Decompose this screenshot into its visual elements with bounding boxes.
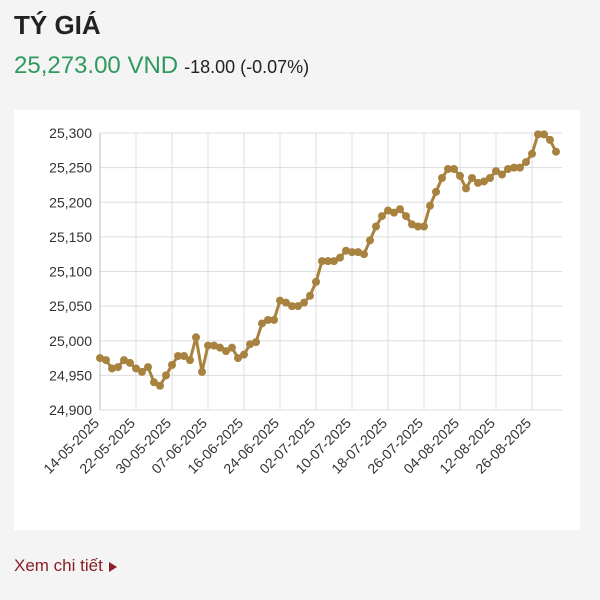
data-point <box>546 135 554 144</box>
data-point <box>360 250 368 259</box>
data-point <box>414 222 422 231</box>
y-tick-label: 25,000 <box>49 333 92 349</box>
data-point <box>330 257 338 266</box>
price: 25,273.00 VND <box>14 52 179 79</box>
data-point <box>534 130 542 139</box>
data-point <box>492 167 500 176</box>
data-point <box>246 340 254 349</box>
data-point <box>264 315 272 324</box>
data-point <box>156 381 164 390</box>
arrow-icon <box>108 561 117 572</box>
details-link-text[interactable]: Xem chi tiết <box>14 556 103 575</box>
data-point <box>300 298 308 307</box>
y-tick-label: 25,050 <box>49 298 92 314</box>
title: TÝ GIÁ <box>14 10 101 40</box>
y-tick-label: 25,200 <box>49 194 92 210</box>
data-point <box>306 291 314 300</box>
data-point <box>402 212 410 221</box>
y-tick-label: 24,900 <box>49 402 92 418</box>
data-point <box>222 347 230 356</box>
data-point <box>378 212 386 221</box>
y-tick-label: 25,300 <box>49 125 92 141</box>
data-point <box>318 257 326 266</box>
data-point <box>342 246 350 255</box>
y-tick-label: 25,100 <box>49 264 92 280</box>
data-point <box>504 165 512 174</box>
data-point <box>210 341 218 350</box>
data-point <box>552 147 560 156</box>
data-point <box>102 356 110 365</box>
data-point <box>480 177 488 186</box>
data-point <box>228 343 236 352</box>
data-point <box>528 149 536 158</box>
data-point <box>408 220 416 229</box>
data-point <box>336 253 344 262</box>
data-point <box>162 371 170 380</box>
data-point <box>180 351 188 360</box>
data-point <box>192 333 200 342</box>
data-point <box>108 364 116 373</box>
data-point <box>462 184 470 193</box>
data-point <box>198 367 206 376</box>
data-point <box>420 222 428 231</box>
data-point <box>468 174 476 183</box>
data-point <box>252 338 260 347</box>
data-point <box>486 174 494 183</box>
data-point <box>186 356 194 365</box>
data-point <box>498 170 506 179</box>
data-point <box>126 358 134 367</box>
change: -18.00 (-0.07%) <box>184 57 310 77</box>
data-point <box>540 130 548 139</box>
data-point <box>294 302 302 311</box>
data-point <box>276 296 284 305</box>
data-point <box>438 174 446 183</box>
data-point <box>432 187 440 196</box>
data-point <box>204 341 212 350</box>
data-point <box>372 222 380 231</box>
y-tick-label: 24,950 <box>49 367 92 383</box>
data-point <box>426 201 434 210</box>
data-point <box>384 206 392 215</box>
data-point <box>132 364 140 373</box>
data-point <box>354 248 362 257</box>
data-point <box>216 343 224 352</box>
price-box: 25,273.00 VND -18.00 (-0.07%) <box>14 52 309 80</box>
data-point <box>144 363 152 372</box>
data-point <box>282 298 290 307</box>
data-point <box>120 356 128 365</box>
data-point <box>270 315 278 324</box>
data-point <box>174 351 182 360</box>
data-point <box>96 354 104 363</box>
data-point <box>474 178 482 187</box>
data-point <box>366 236 374 245</box>
data-point <box>114 363 122 372</box>
y-tick-label: 25,250 <box>49 160 92 176</box>
data-point <box>168 360 176 369</box>
data-point <box>450 165 458 174</box>
data-point <box>288 302 296 311</box>
details-link[interactable]: Xem chi tiết <box>14 556 118 576</box>
data-point <box>456 171 464 180</box>
data-point <box>516 163 524 172</box>
data-point <box>240 350 248 359</box>
data-point <box>444 165 452 174</box>
data-point <box>258 319 266 328</box>
data-point <box>348 248 356 257</box>
data-point <box>390 208 398 217</box>
data-point <box>324 257 332 266</box>
data-point <box>138 367 146 376</box>
data-point <box>510 163 518 172</box>
data-point <box>234 354 242 363</box>
data-point <box>396 205 404 214</box>
y-tick-label: 25,150 <box>49 229 92 245</box>
data-point <box>150 378 158 387</box>
data-point <box>522 158 530 167</box>
data-point <box>312 277 320 286</box>
